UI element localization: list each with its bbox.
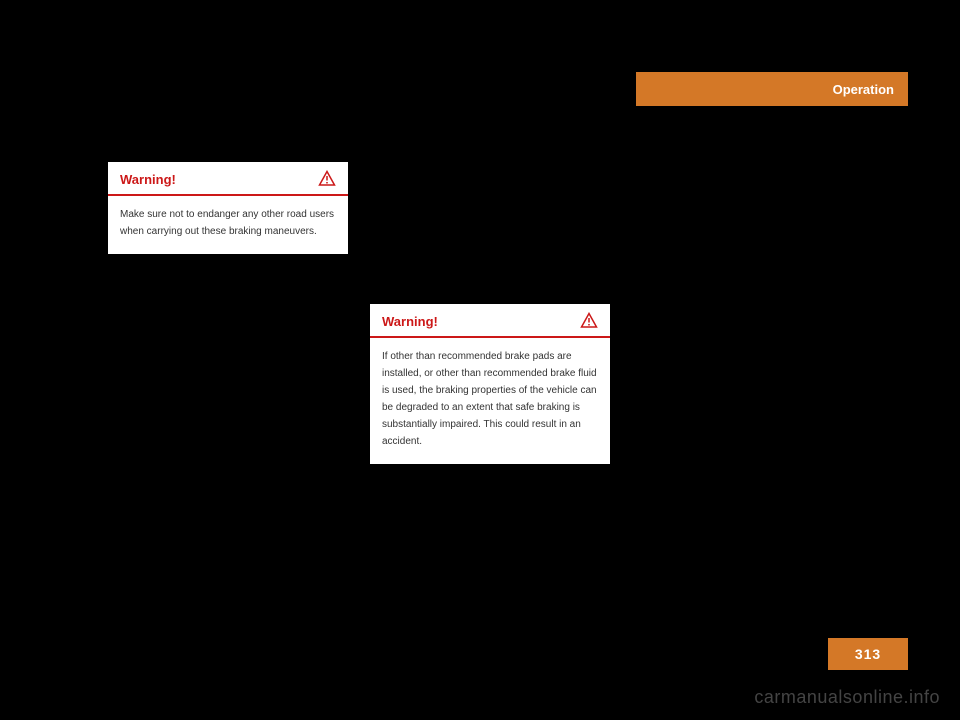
warning-header: Warning! xyxy=(370,304,610,338)
warning-triangle-icon xyxy=(580,312,598,330)
warning-title: Warning! xyxy=(382,314,438,329)
section-header-band: Operation xyxy=(636,72,908,106)
warning-box: Warning! Make sure not to endanger any o… xyxy=(108,162,348,254)
page-number: 313 xyxy=(855,646,881,662)
warning-box: Warning! If other than recommended brake… xyxy=(370,304,610,464)
warning-body-text: Make sure not to endanger any other road… xyxy=(108,196,348,254)
warning-header: Warning! xyxy=(108,162,348,196)
warning-title: Warning! xyxy=(120,172,176,187)
warning-triangle-icon xyxy=(318,170,336,188)
section-title: Operation xyxy=(833,82,894,97)
watermark-text: carmanualsonline.info xyxy=(754,687,940,708)
page-number-box: 313 xyxy=(828,638,908,670)
warning-body-text: If other than recommended brake pads are… xyxy=(370,338,610,464)
